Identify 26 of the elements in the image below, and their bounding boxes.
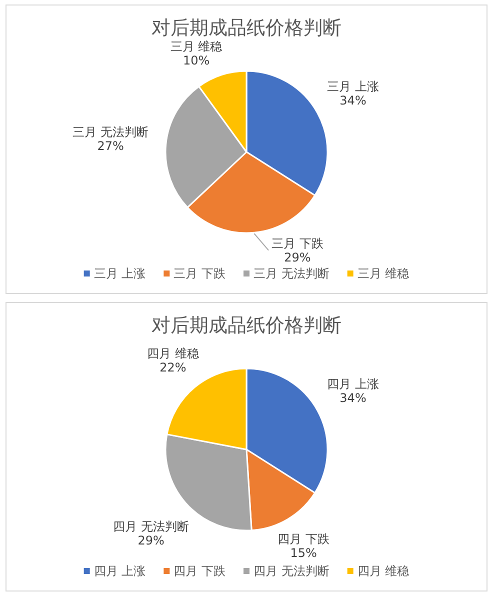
chart-title: 对后期成品纸价格判断 <box>152 314 342 336</box>
slice-label: 三月 下跌 <box>272 236 324 250</box>
data-label: 34% <box>340 390 366 405</box>
slice-label: 四月 下跌 <box>278 532 330 546</box>
slice-label: 四月 无法判断 <box>113 520 189 534</box>
slice-label: 三月 维稳 <box>170 39 222 54</box>
legend-label: 四月 下跌 <box>174 564 226 578</box>
legend-label: 四月 无法判断 <box>254 564 330 578</box>
data-label: 10% <box>182 53 210 68</box>
data-label: 34% <box>340 93 366 108</box>
legend-label: 三月 上涨 <box>94 266 146 280</box>
slice-label: 三月 上涨 <box>327 79 379 94</box>
data-label: 22% <box>160 360 186 375</box>
slice-label: 三月 无法判断 <box>72 125 148 140</box>
legend-label: 三月 无法判断 <box>254 266 330 280</box>
data-label: 29% <box>284 250 311 264</box>
slice-label: 四月 维稳 <box>147 346 199 361</box>
legend-label: 三月 维稳 <box>357 266 410 280</box>
data-label: 27% <box>97 139 124 154</box>
slice-label: 四月 上涨 <box>327 376 379 391</box>
data-label: 29% <box>138 534 164 548</box>
legend-label: 三月 下跌 <box>174 266 226 280</box>
chart-title: 对后期成品纸价格判断 <box>152 17 342 39</box>
legend-label: 四月 上涨 <box>94 564 146 578</box>
data-label: 15% <box>290 546 317 560</box>
legend-label: 四月 维稳 <box>357 564 410 578</box>
